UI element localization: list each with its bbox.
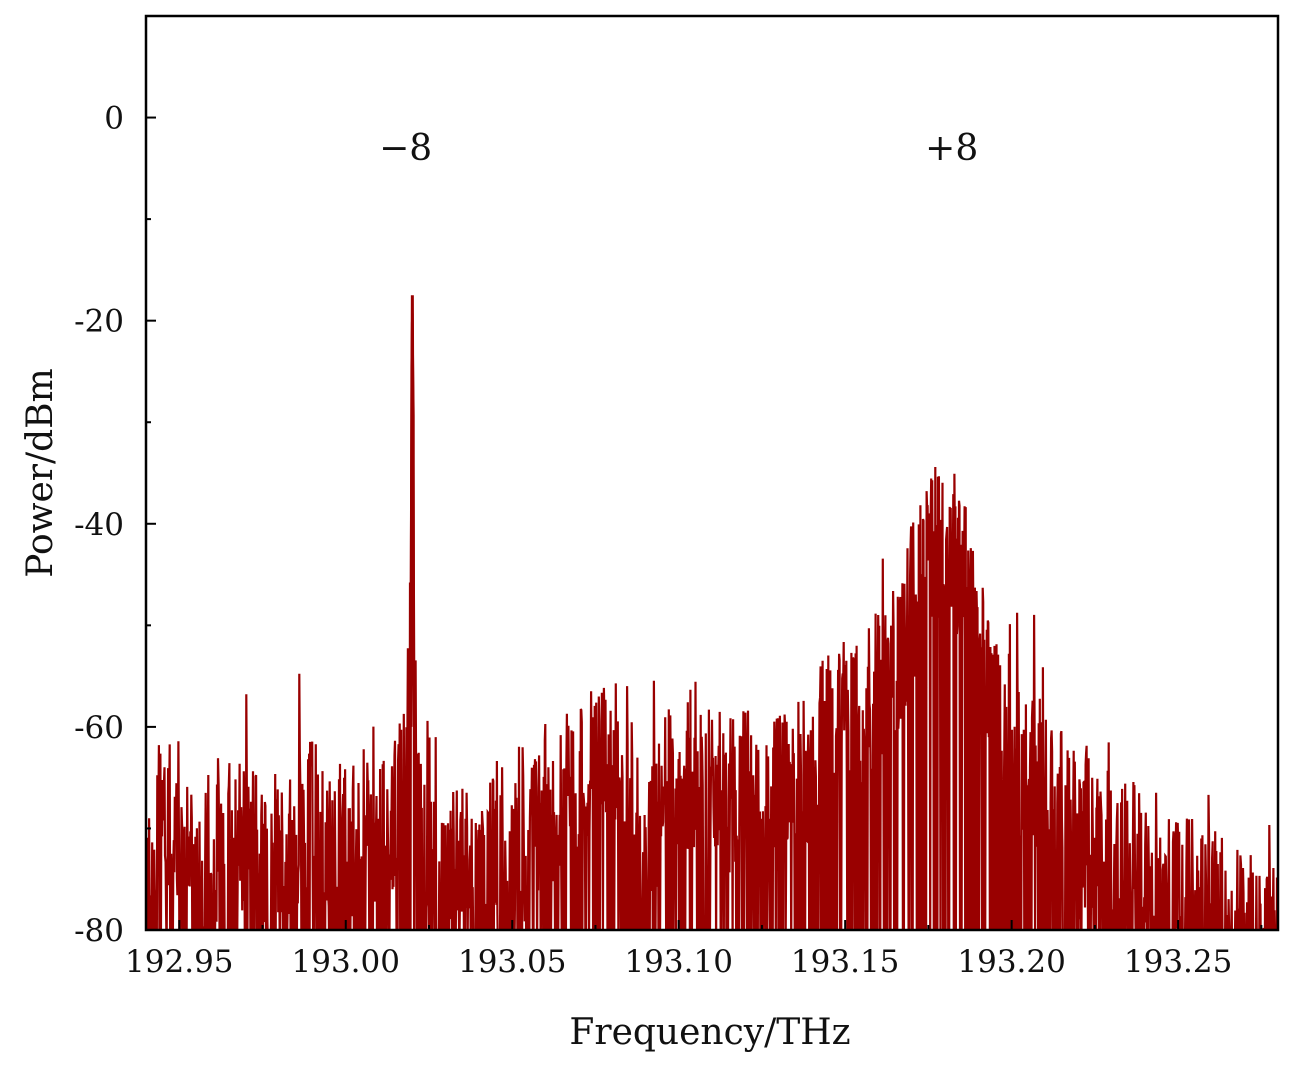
y-tick-label: -60 xyxy=(74,710,124,746)
peak-label: −8 xyxy=(379,128,432,169)
y-tick-label: -20 xyxy=(74,304,124,340)
x-tick-label: 193.10 xyxy=(624,944,732,980)
y-axis-title: Power/dBm xyxy=(20,368,61,578)
x-tick-label: 193.05 xyxy=(458,944,566,980)
main-peak-line xyxy=(409,295,416,727)
y-tick-label: -40 xyxy=(74,507,124,543)
x-tick-label: 193.00 xyxy=(292,944,400,980)
x-tick-label: 193.20 xyxy=(957,944,1065,980)
plot-frame xyxy=(144,14,1280,932)
trace-line xyxy=(146,313,1278,930)
x-tick-label: 193.25 xyxy=(1124,944,1232,980)
y-axis-ticks: 0 -20 -40 -60 -80 xyxy=(74,101,156,949)
y-tick-label: 0 xyxy=(104,101,124,137)
x-tick-label: 193.15 xyxy=(791,944,899,980)
x-axis-title: Frequency/THz xyxy=(569,1012,850,1053)
x-tick-label: 192.95 xyxy=(125,944,233,980)
peak-label: +8 xyxy=(925,128,978,169)
spectrum-trace xyxy=(146,295,1278,930)
x-axis-ticks: 192.95 193.00 193.05 193.10 193.15 193.20 193.… xyxy=(125,920,1263,980)
y-tick-label: -80 xyxy=(74,913,124,949)
peak-annotations: −8 +8 xyxy=(379,128,978,169)
